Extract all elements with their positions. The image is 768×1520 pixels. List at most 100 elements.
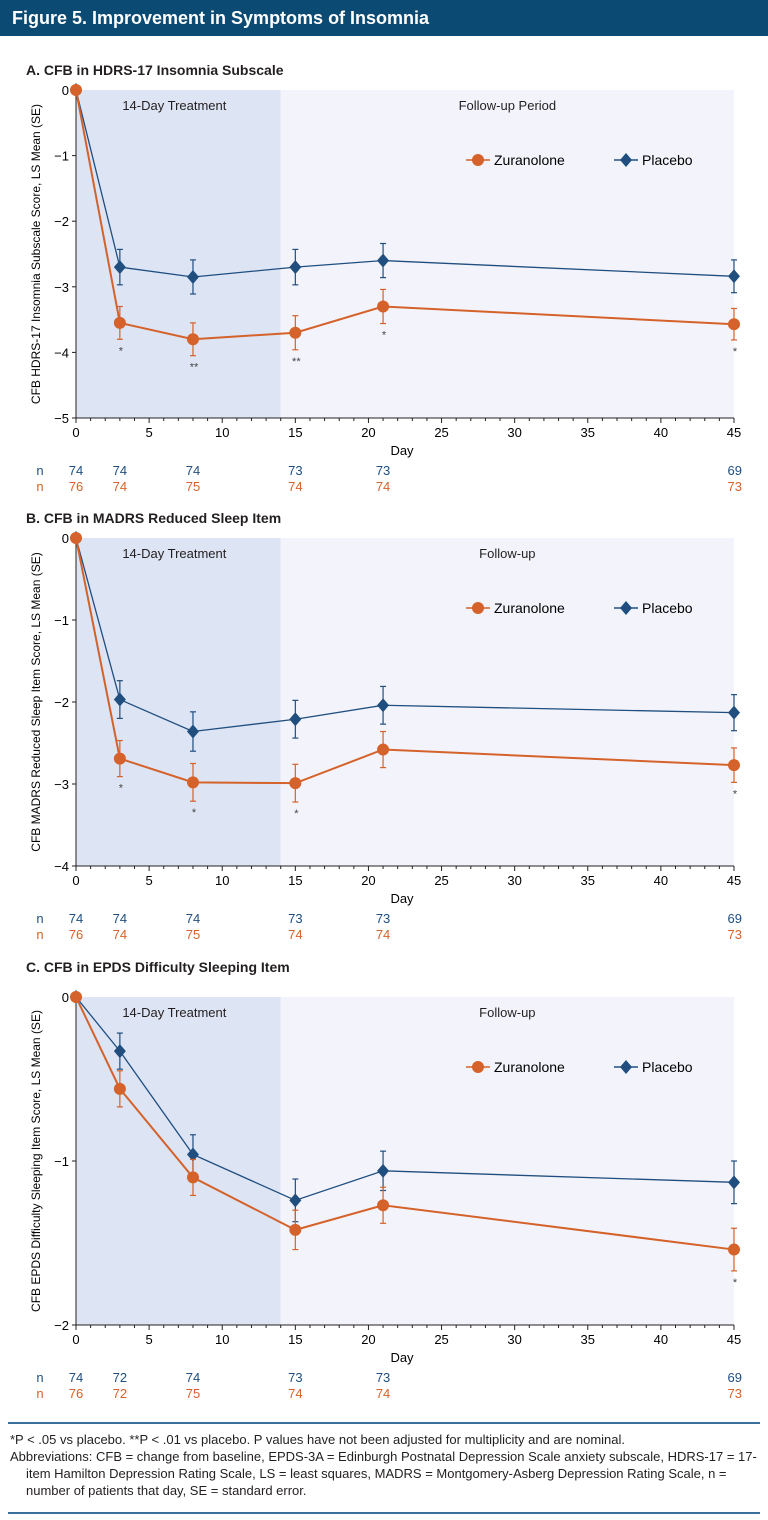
zuranolone-point [70,532,82,544]
n-placebo: 72 [113,1370,127,1385]
x-axis-label: Day [390,1350,414,1365]
n-zuranolone: 75 [186,927,200,942]
x-tick-label: 15 [288,1332,302,1347]
significance-marker: * [119,783,124,795]
x-tick-label: 10 [215,425,229,440]
x-tick-label: 20 [361,1332,375,1347]
y-tick-label: −2 [54,1318,69,1333]
x-tick-label: 5 [145,873,152,888]
n-zuranolone: 73 [728,479,742,494]
legend-zuranolone-marker [472,1061,484,1073]
y-tick-label: 0 [62,83,69,98]
y-tick-label: 0 [62,990,69,1005]
n-zuranolone: 76 [69,927,83,942]
x-tick-label: 5 [145,1332,152,1347]
y-tick-label: −4 [54,859,69,874]
x-tick-label: 45 [727,1332,741,1347]
n-zuranolone: 73 [728,1386,742,1401]
n-placebo: 69 [728,911,742,926]
significance-marker: ** [292,356,301,368]
n-zuranolone: 74 [113,479,127,494]
zuranolone-point [186,1171,199,1184]
placebo-point [186,269,199,284]
significance-note: *P < .05 vs placebo. **P < .01 vs placeb… [10,1432,625,1447]
n-zuranolone: 74 [288,927,302,942]
legend-zuranolone-marker [472,602,484,614]
panel-a-title: A. CFB in HDRS-17 Insomnia Subscale [26,62,284,78]
panel-b-title: B. CFB in MADRS Reduced Sleep Item [26,510,282,526]
x-tick-label: 35 [581,1332,595,1347]
y-tick-label: −4 [54,345,69,360]
placebo-point [113,1044,126,1059]
zuranolone-point [289,326,302,339]
zuranolone-point [70,84,82,96]
divider [8,1512,760,1514]
n-placebo: 74 [113,911,127,926]
x-tick-label: 25 [434,1332,448,1347]
zuranolone-point [113,1082,126,1095]
n-zuranolone: 74 [376,927,390,942]
x-tick-label: 35 [581,425,595,440]
x-tick-label: 15 [288,873,302,888]
x-tick-label: 5 [145,425,152,440]
x-tick-label: 25 [434,873,448,888]
n-placebo: 73 [376,1370,390,1385]
placebo-point [113,260,126,275]
n-placebo: 74 [186,1370,200,1385]
x-tick-label: 15 [288,425,302,440]
x-tick-label: 35 [581,873,595,888]
period-shade [280,538,734,866]
y-tick-label: −2 [54,695,69,710]
x-tick-label: 40 [654,873,668,888]
zuranolone-line [75,537,735,785]
y-tick-label: −2 [54,214,69,229]
zuranolone-point [186,333,199,346]
x-tick-label: 40 [654,425,668,440]
x-tick-label: 0 [72,873,79,888]
n-placebo: 69 [728,463,742,478]
y-tick-label: −1 [54,1154,69,1169]
zuranolone-line [75,996,735,1251]
legend-placebo-label: Placebo [642,1059,693,1075]
zuranolone-point [377,300,390,313]
n-zuranolone: 73 [728,927,742,942]
zuranolone-point [728,318,740,331]
panel-c-title: C. CFB in EPDS Difficulty Sleeping Item [26,959,290,975]
x-tick-label: 10 [215,1332,229,1347]
zuranolone-point [377,743,390,756]
legend-placebo-label: Placebo [642,600,693,616]
chart-panel-c: 14-Day Treatment Follow-up0−1−20 5 10 15 20 25… [29,990,742,1401]
x-tick-label: 30 [507,873,521,888]
y-tick-label: −3 [54,777,69,792]
period-shade [280,90,734,418]
n-placebo: 74 [186,463,200,478]
significance-marker: * [192,807,197,819]
abbreviations-note: Abbreviations: CFB = change from baselin… [10,1449,757,1498]
significance-marker: * [733,346,738,358]
placebo-point [377,698,390,713]
chart-panel-b: 14-Day Treatment Follow-up0−1−2−3−40 5 10 15… [29,531,742,942]
legend-placebo-marker [620,601,632,615]
n-placebo: 74 [186,911,200,926]
n-zuranolone: 74 [376,479,390,494]
x-axis-label: Day [390,443,414,458]
n-label-zuranolone: n [36,927,43,942]
y-tick-label: −1 [54,149,69,164]
n-label-placebo: n [36,1370,43,1385]
placebo-line [75,996,735,1202]
period-label: Follow-up [479,1005,535,1020]
n-label-placebo: n [36,463,43,478]
period-label: 14-Day Treatment [122,1005,226,1020]
placebo-line [75,89,735,278]
zuranolone-point [728,1243,740,1256]
n-zuranolone: 75 [186,1386,200,1401]
n-zuranolone: 74 [376,1386,390,1401]
n-placebo: 73 [288,911,302,926]
significance-marker: * [382,330,387,342]
placebo-point [289,712,302,727]
y-tick-label: 0 [62,531,69,546]
period-shade [76,90,281,418]
chart-panel-a: 14-Day Treatment Follow-up Period 0 −1 −2 −3 −… [29,83,742,494]
placebo-point [113,692,126,707]
significance-marker: * [119,345,124,357]
